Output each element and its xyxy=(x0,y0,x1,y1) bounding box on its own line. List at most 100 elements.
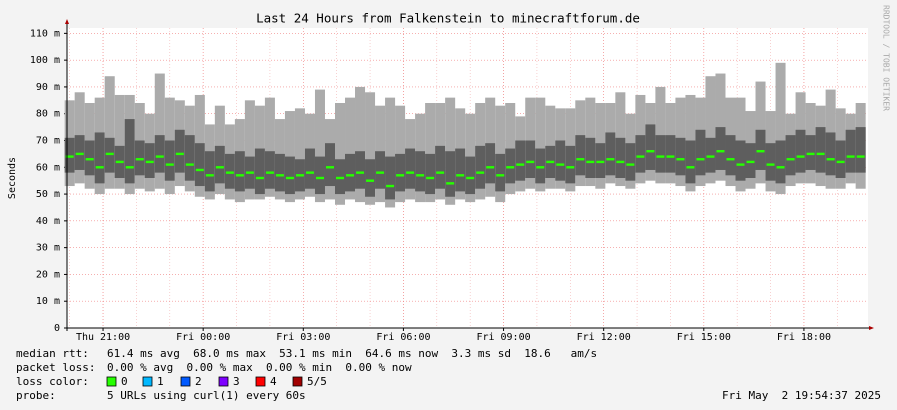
median-mark xyxy=(245,171,254,174)
median-mark xyxy=(786,158,795,161)
spread-bar xyxy=(124,119,135,184)
loss-swatch-label: 1 xyxy=(157,375,164,388)
median-mark xyxy=(806,152,815,156)
median-mark xyxy=(275,174,284,177)
y-tick-label: 110 m xyxy=(30,28,60,39)
median-mark xyxy=(466,176,475,180)
median-mark xyxy=(486,166,495,169)
spread-bar xyxy=(645,124,656,170)
median-mark xyxy=(716,150,725,153)
spread-bar xyxy=(815,127,826,173)
loss-swatch-label: 3 xyxy=(233,375,240,388)
spread-bar xyxy=(174,129,185,173)
median-mark xyxy=(305,171,314,174)
range-bar xyxy=(355,86,366,203)
spread-bar xyxy=(475,145,486,189)
median-mark xyxy=(185,163,194,166)
spread-bar xyxy=(345,153,356,192)
spread-bar xyxy=(505,148,516,184)
loss-swatch-label: 5/5 xyxy=(307,375,327,388)
y-tick-label: 90 m xyxy=(36,82,60,93)
spread-bar xyxy=(725,135,736,176)
x-tick-label: Fri 00:00 xyxy=(176,332,230,343)
spread-bar xyxy=(355,151,366,189)
spread-bar xyxy=(184,135,195,181)
median-mark xyxy=(125,166,134,169)
range-bar xyxy=(104,76,115,189)
spread-bar xyxy=(284,156,295,195)
chart-title: Last 24 Hours from Falkenstein to minecr… xyxy=(256,11,640,26)
spread-bar xyxy=(585,137,596,178)
spread-bar xyxy=(775,140,786,184)
spread-bar xyxy=(605,132,616,176)
median-mark xyxy=(556,163,565,166)
median-mark xyxy=(576,158,585,161)
spread-bar xyxy=(194,143,205,187)
x-tick-label: Fri 09:00 xyxy=(476,332,530,343)
median-mark xyxy=(826,158,835,161)
spread-bar xyxy=(535,148,546,184)
range-bar xyxy=(365,92,376,205)
spread-bar xyxy=(144,143,155,178)
median-mark xyxy=(656,155,665,158)
spread-bar xyxy=(234,151,245,192)
median-mark xyxy=(426,176,435,180)
loss-swatch xyxy=(255,376,266,387)
spread-bar xyxy=(655,135,666,173)
y-tick-label: 60 m xyxy=(36,162,60,173)
y-tick-label: 70 m xyxy=(36,136,60,147)
spread-bar xyxy=(445,151,456,197)
spread-bar xyxy=(825,132,836,176)
median-mark xyxy=(215,166,224,169)
median-mark xyxy=(586,160,595,164)
range-bar xyxy=(314,89,325,203)
spread-bar xyxy=(715,127,726,170)
median-mark xyxy=(325,166,335,169)
median-mark xyxy=(315,176,324,180)
median-mark xyxy=(346,174,355,177)
loss-swatch xyxy=(106,376,117,387)
loss-swatch xyxy=(292,376,303,387)
spread-bar xyxy=(154,135,165,173)
spread-bar xyxy=(575,135,586,176)
timestamp: Fri May 2 19:54:37 2025 xyxy=(722,389,881,402)
spread-bar xyxy=(795,129,806,173)
y-tick-label: 80 m xyxy=(36,109,60,120)
spread-bar xyxy=(565,145,576,184)
probe-label: probe: xyxy=(16,389,56,402)
median-mark xyxy=(456,174,465,177)
stats-text: 0.00 % avg 0.00 % max 0.00 % min 0.00 % … xyxy=(107,361,412,374)
spread-bar xyxy=(765,143,776,181)
median-mark xyxy=(195,168,204,172)
spread-bar xyxy=(835,140,846,178)
median-mark xyxy=(856,155,865,158)
range-bar xyxy=(335,103,346,205)
spread-bar xyxy=(635,135,646,173)
spread-bar xyxy=(705,137,716,173)
median-mark xyxy=(776,166,785,169)
loss-label: loss color: xyxy=(16,375,89,388)
median-mark xyxy=(396,174,405,177)
median-mark xyxy=(546,160,555,164)
spread-bar xyxy=(485,143,496,184)
median-mark xyxy=(666,155,675,158)
y-axis-arrow xyxy=(65,19,69,24)
x-tick-label: Thu 21:00 xyxy=(76,332,130,343)
spread-bar xyxy=(214,145,225,184)
x-axis-arrow xyxy=(869,326,874,330)
median-mark xyxy=(606,158,615,161)
median-mark xyxy=(516,163,525,166)
median-mark xyxy=(75,152,84,156)
spread-bar xyxy=(425,153,436,195)
spread-bar xyxy=(375,151,386,189)
stats-label: packet loss: xyxy=(16,361,95,374)
spread-bar xyxy=(845,129,856,173)
median-mark xyxy=(706,155,715,158)
spread-bar xyxy=(615,137,626,178)
range-bar xyxy=(294,108,305,200)
median-mark xyxy=(165,163,174,166)
spread-bar xyxy=(104,137,115,173)
median-mark xyxy=(836,160,845,164)
median-mark xyxy=(366,179,375,182)
